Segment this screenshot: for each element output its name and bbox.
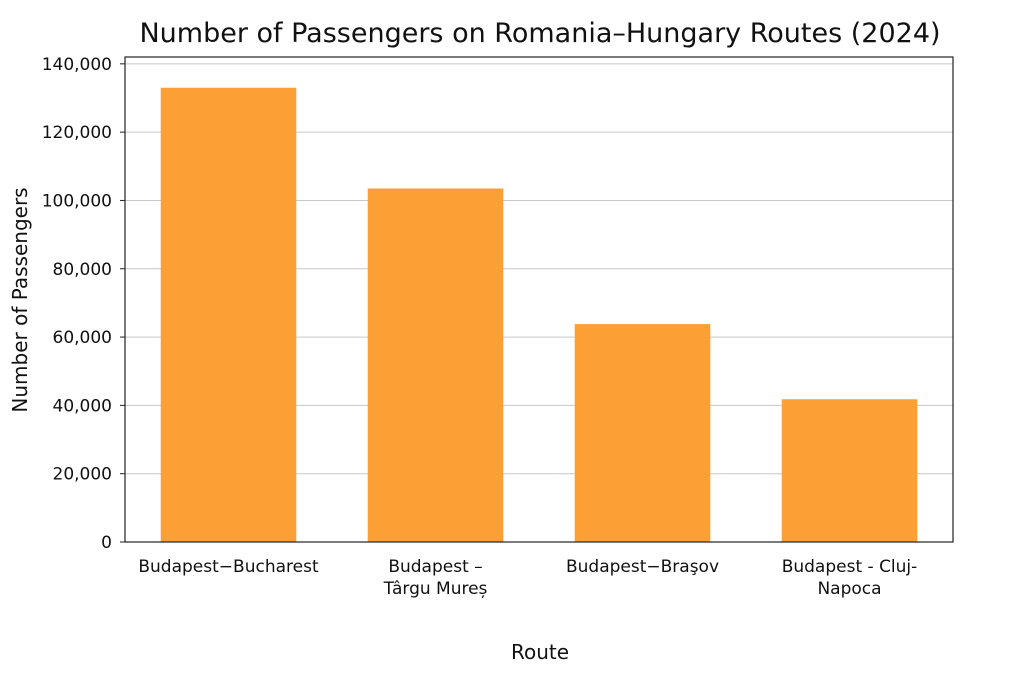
x-tick-label: Budapest−Braşov: [566, 557, 719, 577]
y-axis-ticks: 0 20,000 40,000 60,000 80,000 100,000 120,000 1…: [42, 55, 125, 553]
y-axis-label: Number of Passengers: [8, 187, 32, 412]
plot-frame: [124, 56, 954, 543]
x-tick-label: Târgu Mureș: [383, 579, 488, 599]
bar: [160, 87, 297, 542]
bar: [574, 324, 711, 542]
y-tick-label: 120,000: [42, 123, 112, 143]
bar: [781, 399, 918, 542]
y-tick-label: 40,000: [53, 396, 112, 416]
y-tick-label: 100,000: [42, 191, 112, 211]
y-tick-label: 0: [101, 533, 112, 553]
bars: [160, 87, 918, 543]
x-tick-label: Budapest –: [388, 557, 482, 577]
x-tick-label: Napoca: [817, 579, 881, 599]
bar: [367, 188, 504, 543]
x-axis-categories: Budapest−Bucharest Budapest –Târgu Mureș B…: [138, 557, 917, 599]
y-tick-label: 60,000: [53, 328, 112, 348]
chart-title: Number of Passengers on Romania–Hungary …: [139, 18, 940, 49]
x-tick-label: Budapest−Bucharest: [138, 557, 319, 577]
x-tick-label: Budapest - Cluj-: [782, 557, 918, 577]
y-tick-label: 80,000: [53, 260, 112, 280]
y-tick-label: 140,000: [42, 55, 112, 75]
y-tick-label: 20,000: [53, 465, 112, 485]
x-axis-label: Route: [511, 640, 569, 664]
